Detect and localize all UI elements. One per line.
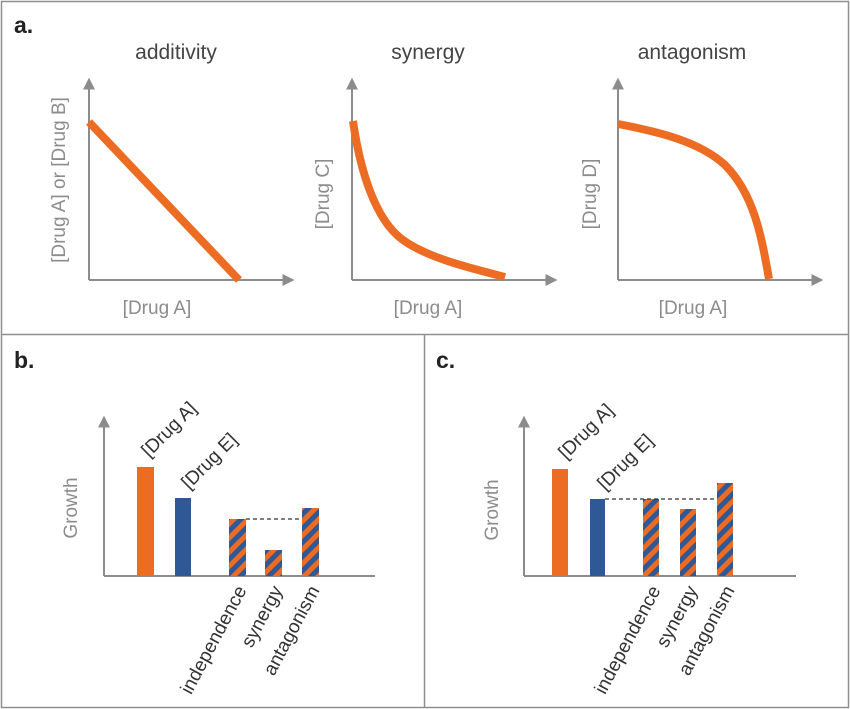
additivity-isobole-line	[86, 119, 242, 283]
panel-c-label-drug-a: [Drug A]	[555, 400, 618, 463]
synergy-x-label: [Drug A]	[394, 298, 463, 319]
panel-c-chart: Growth [Drug A] [Drug E] independence sy…	[482, 400, 796, 698]
panel-b-label-drug-a: [Drug A]	[138, 398, 201, 461]
panel-c-bar-drug-e	[590, 499, 605, 576]
synergy-y-label: [Drug C]	[313, 159, 334, 230]
additivity-y-label: [Drug A] or [Drug B]	[49, 97, 70, 263]
panel-a-letter: a.	[14, 12, 33, 38]
synergy-plot: synergy [Drug A] [Drug C]	[313, 41, 558, 319]
panel-b-bar-antagonism	[302, 508, 319, 576]
antagonism-title: antagonism	[638, 41, 747, 64]
panel-b-label-drug-e: [Drug E]	[178, 429, 242, 493]
additivity-x-label: [Drug A]	[123, 298, 192, 319]
panel-b-bar-drug-e	[175, 498, 191, 576]
panel-c-y-label: Growth	[482, 479, 503, 540]
additivity-plot: additivity [Drug A] [Drug A] or [Drug B]	[49, 41, 295, 319]
panel-c-bar-synergy	[680, 509, 696, 576]
panel-c-label-drug-e: [Drug E]	[594, 430, 658, 494]
panel-b-bar-drug-a	[137, 467, 154, 576]
panel-b-bar-independence	[229, 519, 246, 576]
additivity-title: additivity	[135, 41, 217, 64]
panel-c-bar-independence	[643, 499, 659, 576]
antagonism-isobole-curve	[617, 120, 773, 280]
panel-b-y-label: Growth	[61, 477, 82, 538]
antagonism-x-label: [Drug A]	[659, 298, 728, 319]
antagonism-y-label: [Drug D]	[580, 159, 601, 230]
synergy-isobole-curve	[349, 120, 506, 281]
panel-b-chart: Growth [Drug A] [Drug E] independence sy…	[61, 398, 375, 698]
synergy-title: synergy	[391, 41, 465, 64]
panel-b-letter: b.	[14, 347, 34, 373]
panel-c-bar-drug-a	[552, 469, 568, 576]
panel-c-bar-antagonism	[717, 483, 733, 576]
panel-b-bar-synergy	[265, 550, 282, 576]
panel-c-letter: c.	[436, 347, 455, 373]
antagonism-plot: antagonism [Drug A] [Drug D]	[580, 41, 824, 319]
